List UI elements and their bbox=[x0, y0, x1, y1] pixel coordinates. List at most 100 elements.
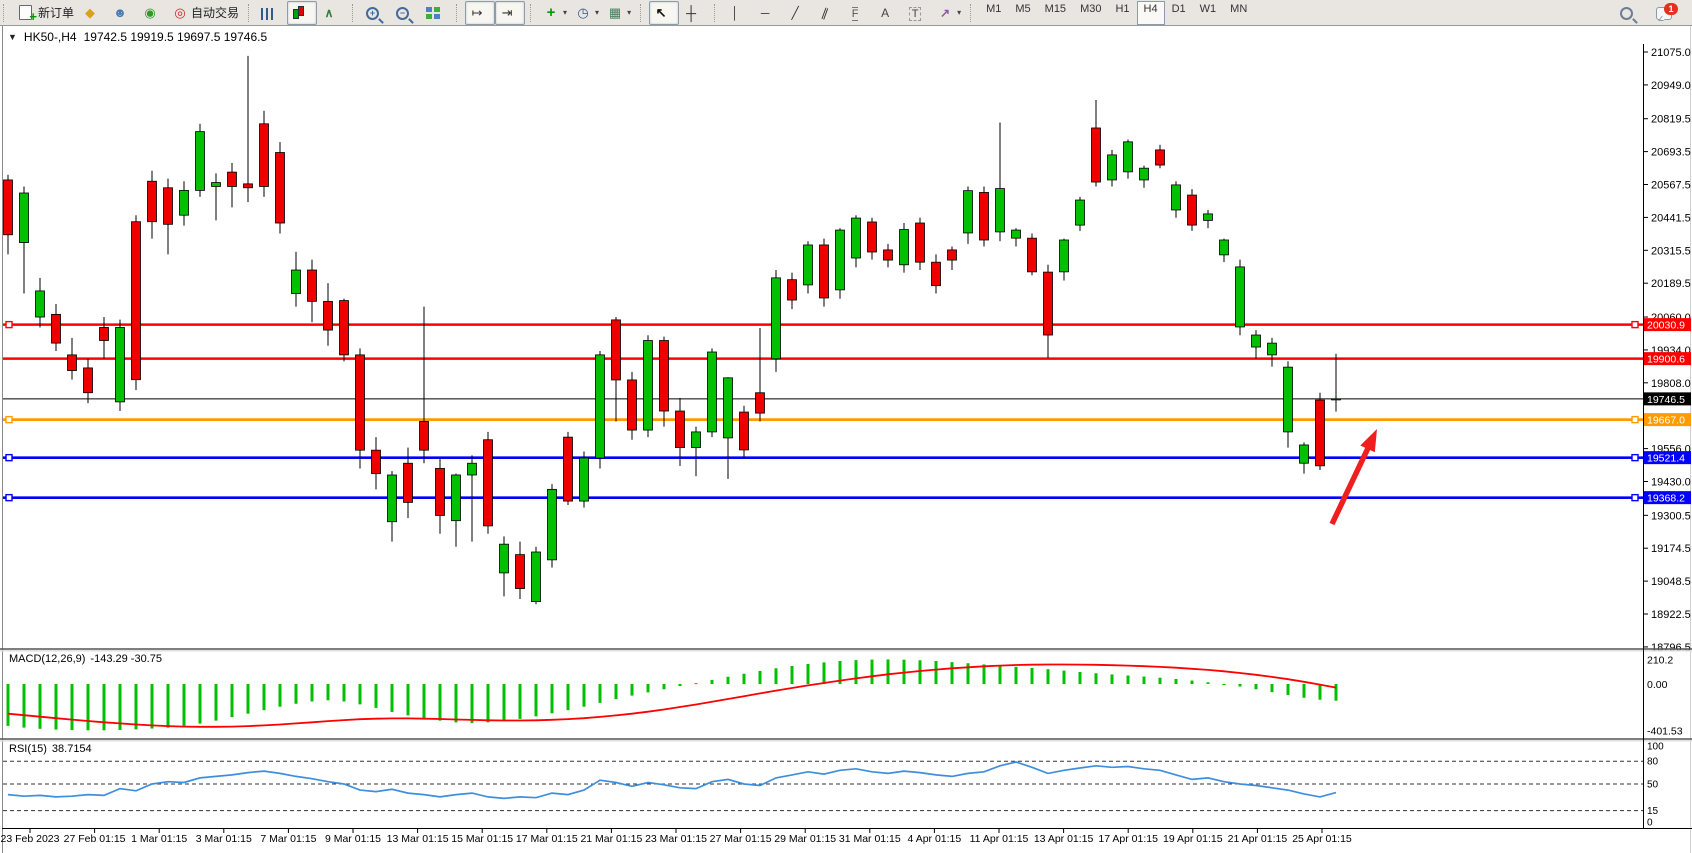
candle bbox=[899, 223, 909, 273]
bars-icon bbox=[261, 7, 275, 20]
arrows-button[interactable]: ▾ bbox=[933, 1, 965, 25]
price-tick-label: 18796.5 bbox=[1651, 642, 1691, 654]
new-order-button[interactable]: 新订单 bbox=[12, 1, 78, 25]
line-anchor-handle[interactable] bbox=[5, 320, 13, 329]
horizontal-line-button[interactable] bbox=[753, 1, 783, 25]
toolbar-grip[interactable] bbox=[3, 3, 9, 22]
price-axis[interactable]: 21075.0 20949.0 20819.5 20693.5 20567.5 20441… bbox=[1643, 47, 1691, 829]
crosshair-icon bbox=[683, 5, 699, 21]
toolbar: 新订单 自动交易 ▾ ▾ ▾ ▾ M1 M5 M15 M30 H1 H4 D1 W1 MN 1 bbox=[0, 0, 1692, 26]
line-chart-button[interactable] bbox=[317, 1, 347, 25]
candle bbox=[1107, 149, 1117, 187]
candle bbox=[1331, 353, 1341, 412]
chevron-down-icon[interactable]: ▼ bbox=[8, 32, 17, 42]
line-anchor-handle[interactable] bbox=[5, 453, 13, 462]
tf-h1-button-label: H1 bbox=[1115, 2, 1130, 15]
chat-button[interactable]: 1 bbox=[1652, 1, 1682, 25]
candle bbox=[1027, 233, 1037, 276]
equidistant-channel-button[interactable] bbox=[813, 1, 843, 25]
candle bbox=[67, 337, 77, 380]
cursor-button[interactable] bbox=[649, 0, 680, 25]
auto-scroll-icon bbox=[469, 5, 485, 21]
toolbar-grip[interactable] bbox=[970, 3, 976, 22]
indicators-button[interactable]: ▾ bbox=[539, 1, 571, 25]
toolbar-grip[interactable] bbox=[640, 3, 646, 22]
chart-shift-button[interactable] bbox=[495, 0, 526, 25]
price-tick-label: 20949.0 bbox=[1651, 80, 1691, 92]
zoom-in-button[interactable] bbox=[361, 1, 391, 25]
tile-windows-button[interactable] bbox=[421, 1, 451, 25]
candle bbox=[1123, 139, 1133, 179]
tf-d1-button-label: D1 bbox=[1171, 2, 1186, 15]
tf-m1-button[interactable]: M1 bbox=[979, 1, 1008, 25]
zoom-out-button[interactable] bbox=[391, 1, 421, 25]
dropdown-arrow-icon[interactable]: ▾ bbox=[627, 8, 632, 17]
tf-d1-button[interactable]: D1 bbox=[1165, 1, 1193, 25]
tf-m30-button[interactable]: M30 bbox=[1073, 1, 1108, 25]
candle bbox=[451, 473, 461, 547]
fibonacci-button[interactable] bbox=[843, 1, 873, 25]
line-anchor-handle[interactable] bbox=[1631, 320, 1639, 329]
candle bbox=[883, 243, 893, 268]
tf-m15-button[interactable]: M15 bbox=[1038, 1, 1073, 25]
new-order-button-label: 新订单 bbox=[38, 6, 75, 20]
tf-mn-button-label: MN bbox=[1230, 2, 1248, 15]
candle bbox=[323, 283, 333, 346]
toolbar-grip[interactable] bbox=[248, 3, 254, 22]
candle bbox=[963, 186, 973, 244]
search-button[interactable] bbox=[1616, 1, 1646, 25]
auto-scroll-button[interactable] bbox=[465, 0, 496, 25]
tf-h4-button[interactable]: H4 bbox=[1136, 0, 1165, 25]
dropdown-arrow-icon[interactable]: ▾ bbox=[563, 8, 568, 17]
periods-button[interactable]: ▾ bbox=[571, 1, 603, 25]
signals-button[interactable] bbox=[138, 1, 168, 25]
trendline-button[interactable] bbox=[783, 1, 813, 25]
price-tick-label: 19300.5 bbox=[1651, 510, 1691, 522]
toolbar-grip[interactable] bbox=[352, 3, 358, 22]
line-anchor-handle[interactable] bbox=[5, 415, 13, 424]
tf-w1-button[interactable]: W1 bbox=[1193, 1, 1224, 25]
macd-scale-label: 210.2 bbox=[1647, 655, 1673, 667]
tf-mn-button[interactable]: MN bbox=[1223, 1, 1254, 25]
channel-icon bbox=[817, 5, 833, 21]
vertical-line-button[interactable] bbox=[723, 1, 753, 25]
annotation-arrow[interactable] bbox=[1329, 429, 1377, 526]
bars-button[interactable] bbox=[257, 1, 287, 25]
dropdown-arrow-icon[interactable]: ▾ bbox=[595, 8, 600, 17]
toolbar-grip[interactable] bbox=[456, 3, 462, 22]
price-tick-label: 19048.5 bbox=[1651, 576, 1691, 588]
time-tick-label: 7 Mar 01:15 bbox=[260, 833, 316, 845]
time-tick-label: 21 Mar 01:15 bbox=[580, 833, 642, 845]
candle bbox=[627, 371, 637, 440]
line-anchor-handle[interactable] bbox=[1631, 415, 1639, 424]
tf-m5-button[interactable]: M5 bbox=[1008, 1, 1037, 25]
cursor-icon bbox=[653, 5, 669, 21]
doc-plus-icon bbox=[19, 5, 37, 25]
toolbar-grip[interactable] bbox=[714, 3, 720, 22]
time-axis[interactable]: 23 Feb 2023 27 Feb 01:15 1 Mar 01:15 3 Mar … bbox=[1, 828, 1352, 845]
horizontal-level-lines[interactable] bbox=[3, 320, 1643, 502]
candle bbox=[1251, 330, 1261, 359]
tf-h4-button-label: H4 bbox=[1143, 2, 1158, 15]
line-anchor-handle[interactable] bbox=[1631, 493, 1639, 502]
candle bbox=[803, 241, 813, 294]
line-anchor-handle[interactable] bbox=[5, 493, 13, 502]
text-button[interactable] bbox=[873, 1, 903, 25]
autotrading-button[interactable]: 自动交易 bbox=[168, 1, 243, 25]
label-button[interactable] bbox=[903, 1, 933, 25]
time-tick-label: 29 Mar 01:15 bbox=[774, 833, 836, 845]
chart-canvas[interactable]: 21075.0 20949.0 20819.5 20693.5 20567.5 20441… bbox=[0, 26, 1692, 853]
crosshair-button[interactable] bbox=[679, 1, 709, 25]
candle bbox=[83, 358, 93, 404]
candles-button[interactable] bbox=[287, 0, 318, 25]
quotes-button[interactable] bbox=[78, 1, 108, 25]
tf-h1-button[interactable]: H1 bbox=[1108, 1, 1136, 25]
line-anchor-handle[interactable] bbox=[1631, 453, 1639, 462]
chart-window-title: ▼ HK50-,H4 19742.5 19919.5 19697.5 19746… bbox=[8, 30, 267, 44]
templates-button[interactable]: ▾ bbox=[603, 1, 635, 25]
toolbar-grip[interactable] bbox=[530, 3, 536, 22]
rsi-line bbox=[7, 761, 1337, 800]
data-window-button[interactable] bbox=[108, 1, 138, 25]
dropdown-arrow-icon[interactable]: ▾ bbox=[957, 8, 962, 17]
time-tick-label: 13 Apr 01:15 bbox=[1034, 833, 1094, 845]
